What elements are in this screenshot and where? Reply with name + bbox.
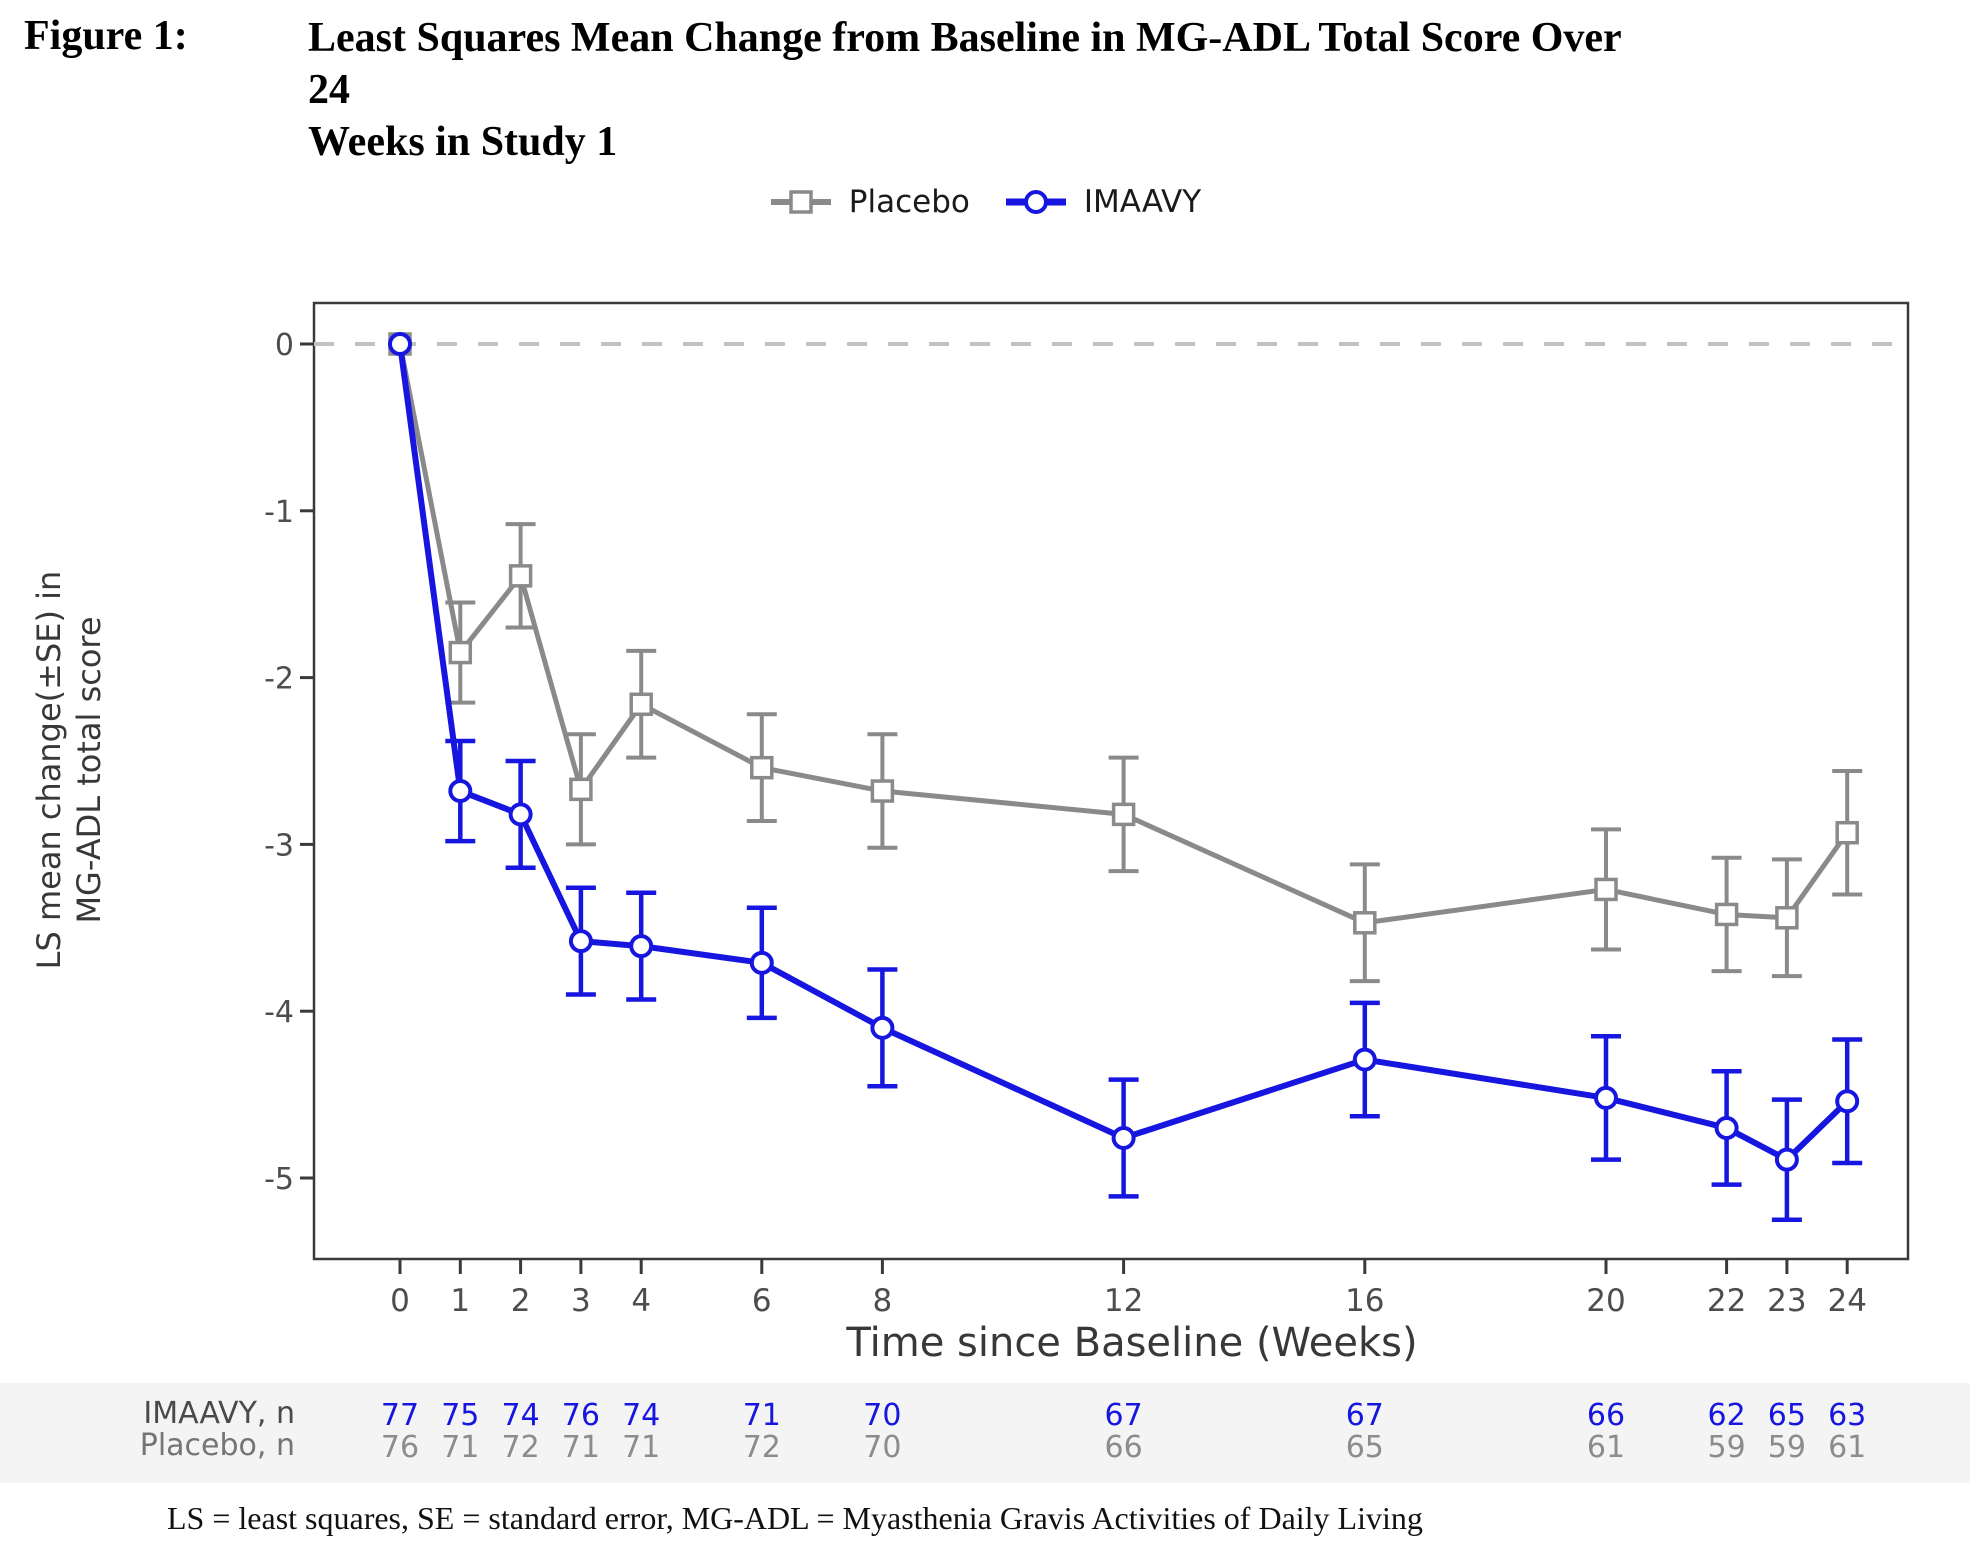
count-value: 66 [1104,1430,1143,1465]
x-tick-label: 6 [752,1283,772,1319]
legend-item-imaavy: IMAAVY [1004,184,1201,220]
count-value: 61 [1828,1430,1867,1465]
imaavy-marker [1352,1047,1377,1072]
count-value: 74 [501,1398,540,1433]
x-tick-label: 1 [450,1283,470,1319]
placebo-line-square-icon [770,190,831,214]
imaavy-line [397,343,1850,1163]
count-value: 71 [742,1398,781,1433]
x-axis-title: Time since Baseline (Weeks) [845,1320,1417,1366]
count-value: 70 [863,1430,902,1465]
y-tick-label: -1 [264,495,294,530]
imaavy-marker [568,929,593,954]
legend-item-placebo: Placebo [769,184,970,220]
x-tick-label: 24 [1827,1283,1866,1319]
figure-title: Least Squares Mean Change from Baseline … [308,12,1668,168]
placebo-marker [870,779,895,803]
imaavy-line-circle-icon [1005,190,1066,214]
y-tick-label: 0 [275,328,294,363]
x-tick-label: 22 [1707,1283,1746,1319]
imaavy-marker [870,1015,895,1040]
placebo-marker [1111,802,1136,827]
legend: Placebo IMAAVY [0,184,1970,220]
imaavy-marker [1774,1147,1799,1172]
placebo-marker [1714,902,1739,927]
x-tick-label: 0 [390,1283,410,1319]
plot-border [312,301,1910,1261]
counts-band [0,1383,1970,1483]
placebo-marker [629,692,653,717]
counts-row-imaavy: 77 75 74 76 74 71 70 67 67 66 62 65 63 [0,1398,1970,1433]
count-value: 76 [561,1398,600,1433]
count-value: 77 [380,1398,420,1433]
count-value: 71 [561,1430,600,1465]
placebo-marker [1775,906,1799,930]
y-axis-title-line1: LS mean change(±SE) in [30,571,68,970]
count-value: 59 [1767,1430,1806,1465]
count-value: 72 [501,1430,540,1465]
imaavy-marker [448,779,473,804]
x-tick-label: 2 [511,1283,531,1319]
count-value: 65 [1345,1430,1384,1465]
y-tick-label: -4 [264,995,294,1030]
legend-label-imaavy: IMAAVY [1083,184,1202,220]
count-value: 76 [380,1430,420,1465]
figure-title-line1: Least Squares Mean Change from Baseline … [308,15,1621,113]
count-value: 67 [1104,1398,1143,1433]
count-value: 70 [863,1398,902,1433]
placebo-marker [1594,877,1618,902]
imaavy-marker [1594,1085,1618,1110]
x-tick-label: 12 [1104,1283,1143,1319]
count-value: 67 [1345,1398,1384,1433]
legend-label-placebo: Placebo [848,184,970,220]
count-value: 65 [1767,1398,1806,1433]
imaavy-marker [749,950,774,975]
count-value: 71 [622,1430,661,1465]
placebo-marker [508,564,533,588]
imaavy-marker [629,934,654,959]
x-tick-label: 16 [1345,1283,1384,1319]
counts-label-placebo: Placebo, n [139,1428,295,1463]
imaavy-marker [388,332,412,356]
x-tick-label: 20 [1586,1283,1625,1319]
count-value: 71 [441,1430,480,1465]
y-tick-label: -2 [264,662,294,697]
placebo-marker [1353,911,1377,935]
footnote-abbreviations: LS = least squares, SE = standard error,… [167,1500,1423,1536]
count-value: 74 [622,1398,661,1433]
placebo-marker [569,777,593,802]
figure-title-line2: Weeks in Study 1 [308,119,618,165]
counts-row-placebo: 76 71 72 71 71 72 70 66 65 61 59 59 61 [0,1430,1970,1465]
count-value: 59 [1707,1430,1746,1465]
imaavy-marker [1714,1115,1739,1140]
y-axis-title-line2: MG-ADL total score [70,616,108,923]
placebo-marker [448,640,473,665]
imaavy-marker [508,802,533,827]
count-value: 66 [1586,1398,1626,1433]
count-value: 72 [742,1430,781,1465]
count-value: 61 [1586,1430,1626,1465]
imaavy-marker [1835,1089,1860,1114]
x-tick-label: 23 [1767,1283,1806,1319]
placebo-marker [1835,820,1859,845]
counts-label-imaavy: IMAAVY, n [143,1396,295,1431]
count-value: 75 [441,1398,480,1433]
x-tick-label: 8 [873,1283,893,1319]
count-value: 62 [1707,1398,1746,1433]
x-tick-label: 4 [631,1283,651,1319]
placebo-marker [750,755,774,780]
y-tick-label: -3 [264,828,294,863]
figure-number-label: Figure 1: [24,13,188,59]
count-value: 63 [1828,1398,1867,1433]
y-tick-label: -5 [264,1162,294,1197]
imaavy-marker [1111,1125,1136,1150]
x-tick-label: 3 [571,1283,591,1319]
